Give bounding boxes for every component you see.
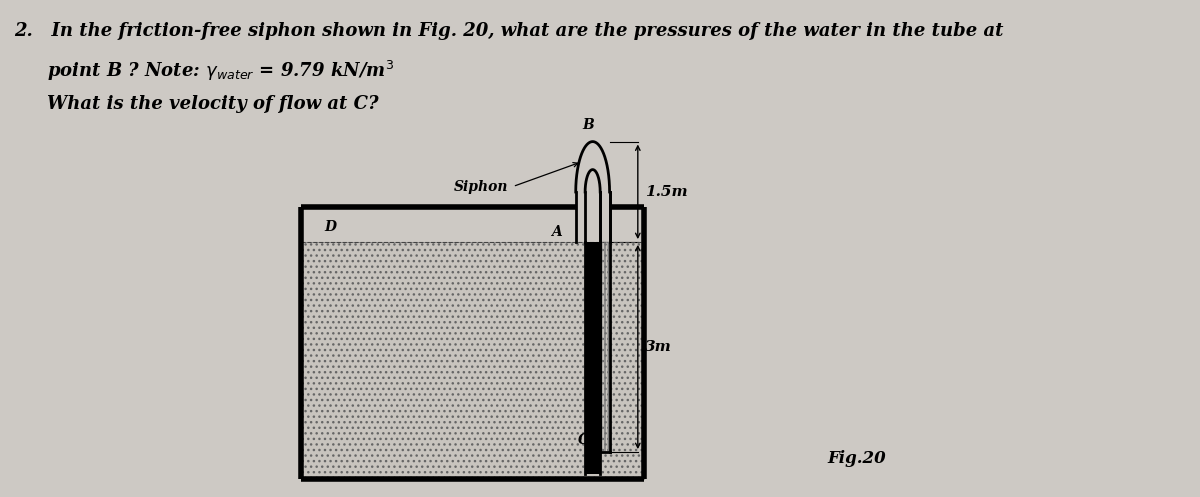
Text: D: D (324, 220, 336, 234)
Bar (600, 242, 610, 452)
Text: B: B (582, 118, 594, 132)
Text: 3m: 3m (646, 340, 672, 354)
Text: Siphon: Siphon (454, 179, 508, 194)
Text: What is the velocity of flow at C?: What is the velocity of flow at C? (47, 95, 378, 113)
Text: 2.   In the friction-free siphon shown in Fig. 20, what are the pressures of the: 2. In the friction-free siphon shown in … (14, 22, 1003, 40)
Text: 1.5m: 1.5m (646, 185, 688, 199)
Text: point B ? Note: $\mathit{\gamma}_{water}$ = 9.79 kN/m$^{3}$: point B ? Note: $\mathit{\gamma}_{water}… (47, 59, 394, 83)
Text: C: C (578, 433, 589, 447)
Text: A: A (551, 225, 562, 239)
Bar (586, 242, 600, 474)
Text: Fig.20: Fig.20 (828, 450, 887, 467)
Bar (301, 242, 644, 479)
Bar (301, 242, 644, 479)
